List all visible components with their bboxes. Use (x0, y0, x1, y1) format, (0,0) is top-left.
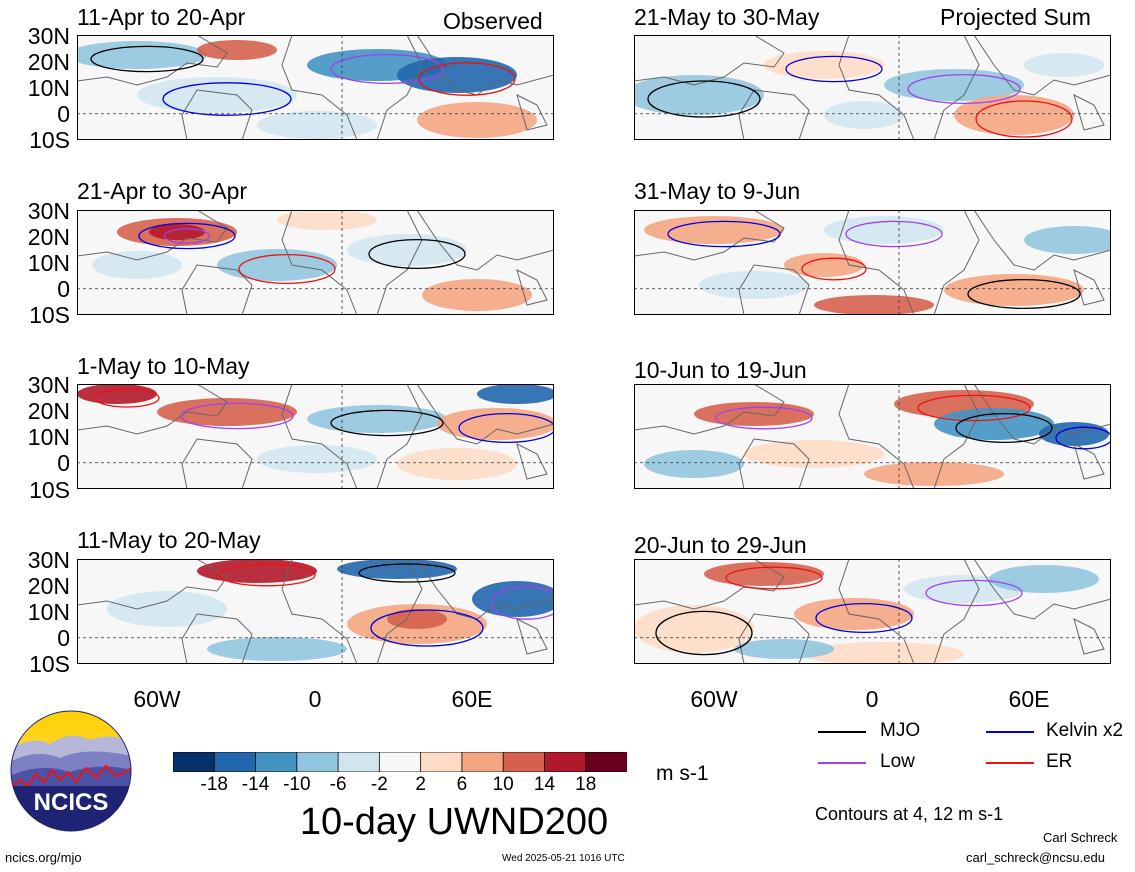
map-panel (634, 35, 1111, 140)
lon-label: 0 (308, 686, 322, 712)
colorbar-swatch (213, 751, 257, 773)
colorbar-tick-label: 10 (492, 774, 514, 795)
lat-label: 10S (29, 302, 70, 328)
lon-label: 60W (690, 686, 738, 712)
colorbar-swatch (461, 751, 505, 773)
lon-label: 60E (1008, 686, 1050, 712)
lon-label: 60E (451, 686, 493, 712)
footer-email[interactable]: carl_schreck@ncsu.edu (966, 850, 1105, 865)
lat-label: 10N (27, 599, 70, 625)
lat-label: 10N (27, 250, 70, 276)
colorbar-swatch (296, 751, 339, 773)
map-panel (634, 384, 1111, 489)
map-panel (634, 210, 1111, 315)
colorbar-tick-label: -2 (370, 774, 388, 795)
colorbar (172, 751, 628, 773)
main-title: 10-day UWND200 (299, 801, 609, 843)
panel-title: 1-May to 10-May (77, 353, 250, 379)
colorbar-swatch (502, 751, 546, 773)
lat-label: 10S (29, 651, 70, 677)
lat-label: 30N (27, 547, 70, 573)
footer-url[interactable]: ncics.org/mjo (5, 850, 82, 865)
lat-label: 30N (27, 372, 70, 398)
panel-title: 10-Jun to 19-Jun (634, 357, 807, 383)
logo-text: NCICS (34, 789, 109, 816)
colorbar-swatch (337, 751, 381, 773)
colorbar-tick-label: -6 (329, 774, 347, 795)
lon-label: 0 (865, 686, 879, 712)
projected-sum-label: Projected Sum (940, 4, 1091, 30)
lon-label: 60W (133, 686, 181, 712)
colorbar-swatch (172, 751, 216, 773)
colorbar-tick-label: 18 (575, 774, 597, 795)
contours-note: Contours at 4, 12 m s-1 (815, 804, 1004, 824)
legend-label: ER (1046, 751, 1073, 772)
colorbar-swatch (544, 751, 587, 773)
lat-label: 10N (27, 75, 70, 101)
map-panel (77, 559, 554, 664)
colorbar-tick-label: 6 (456, 774, 468, 795)
legend-line-er (986, 762, 1034, 764)
legend-label: Low (880, 751, 915, 772)
footer-author: Carl Schreck (1043, 830, 1118, 845)
lat-label: 0 (57, 625, 70, 651)
lat-label: 30N (27, 23, 70, 49)
legend-label: Kelvin x2 (1046, 720, 1124, 741)
lat-label: 0 (57, 276, 70, 302)
lat-label: 20N (27, 398, 70, 424)
legend-line-mjo (818, 731, 866, 733)
lat-label: 0 (57, 450, 70, 476)
lat-label: 10N (27, 424, 70, 450)
lat-label: 10S (29, 127, 70, 153)
lat-label: 20N (27, 573, 70, 599)
lat-label: 20N (27, 224, 70, 250)
observed-label: Observed (443, 8, 543, 34)
colorbar-tick-label: -14 (241, 774, 270, 795)
legend-label: MJO (880, 720, 921, 741)
panel-title: 21-Apr to 30-Apr (77, 178, 248, 204)
colorbar-swatch (255, 751, 298, 773)
panel-title: 20-Jun to 29-Jun (634, 532, 807, 558)
legend-line-kelvin (986, 731, 1034, 733)
lat-label: 20N (27, 49, 70, 75)
panel-title: 11-May to 20-May (77, 527, 261, 553)
colorbar-tick-label: -18 (200, 774, 228, 795)
panel-title: 31-May to 9-Jun (634, 178, 801, 204)
legend-line-low (818, 762, 866, 764)
colorbar-tick-label: 14 (533, 774, 556, 795)
map-panel (77, 210, 554, 315)
ncics-logo: NCICS (10, 710, 132, 832)
colorbar-swatch (420, 751, 463, 773)
lat-label: 0 (57, 101, 70, 127)
panel-title: 21-May to 30-May (634, 4, 820, 30)
lat-label: 10S (29, 477, 70, 503)
colorbar-tick-label: 2 (415, 774, 426, 795)
map-panel (77, 384, 554, 489)
map-panel (77, 35, 554, 140)
colorbar-tick-label: -10 (283, 774, 311, 795)
colorbar-swatch (585, 751, 628, 773)
colorbar-units: m s-1 (656, 762, 709, 785)
lat-label: 30N (27, 198, 70, 224)
footer-timestamp: Wed 2025-05-21 1016 UTC (502, 853, 625, 864)
colorbar-swatch (378, 751, 422, 773)
map-panel (634, 559, 1111, 664)
panel-title: 11-Apr to 20-Apr (77, 4, 246, 30)
